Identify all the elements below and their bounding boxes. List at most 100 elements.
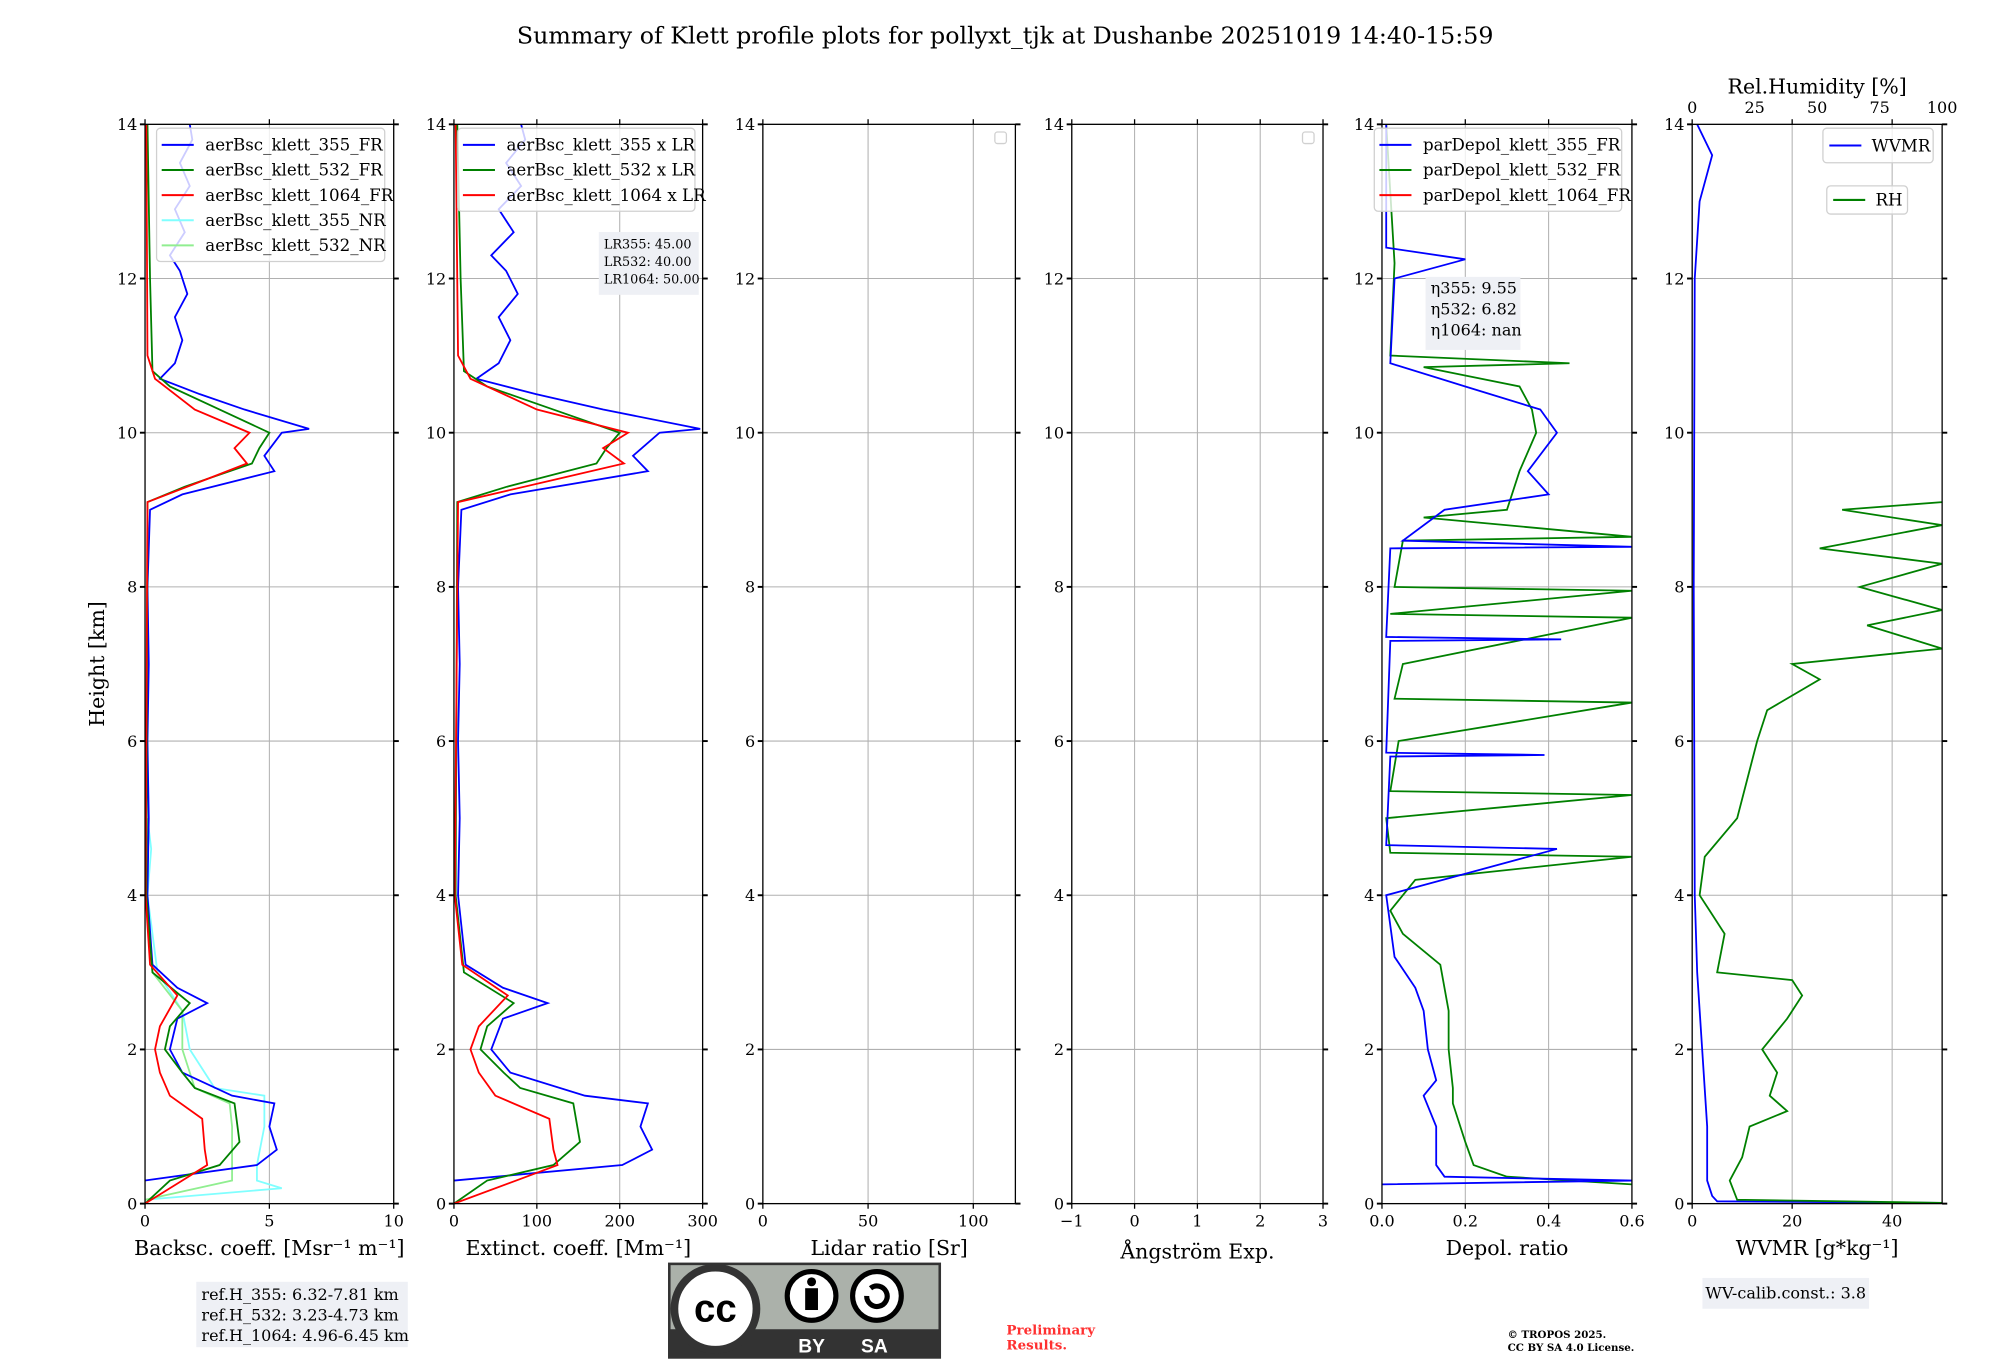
y-tick-label: 12 [1664,269,1684,288]
y-tick-label: 12 [117,269,137,288]
y-tick-label: 6 [1364,732,1374,751]
top-x-tick-label: 25 [1744,98,1764,117]
x-tick-label: 5 [264,1212,274,1231]
by-label: BY [798,1336,825,1357]
cc-text: cc [694,1288,737,1331]
y-tick-label: 10 [735,423,755,442]
y-tick-label: 10 [1354,423,1374,442]
panel-lidar-ratio: 0 50 100 0 2 4 6 8 10 12 14 Lidar ratio [Sr] [735,115,1021,1260]
series-line-pardepol-klett-355-fr [1381,124,1632,1186]
x-tick-label: 40 [1882,1212,1902,1231]
legend-label: parDepol_klett_1064_FR [1423,186,1631,205]
wv-calib-const: WV-calib.const.: 3.8 [1705,1283,1866,1302]
x-tick-label: 10 [384,1212,404,1231]
y-tick-label: 14 [426,115,446,134]
panel-extinction: 0 100 200 300 0 2 4 6 8 10 12 14 Extinct. coeff. [Mm… [426,115,718,1260]
series-line-aerbsc-klett-355-nr [144,818,283,1201]
y-tick-label: 4 [127,886,137,905]
x-axis-label: Backsc. coeff. [Msr⁻¹ m⁻¹] [134,1236,404,1260]
y-tick-label: 8 [436,578,446,597]
legend-rh: RH [1826,185,1909,215]
x-tick-label: −1 [1060,1212,1084,1231]
x-axis-label: Ångström Exp. [1119,1239,1274,1264]
series-line-aerbsc-klett-1064-fr [144,124,252,1205]
copyright-note: © TROPOS 2025. CC BY SA 4.0 License. [1508,1329,1635,1354]
y-tick-label: 10 [1664,423,1684,442]
y-tick-label: 2 [1674,1040,1684,1059]
legend-label: WVMR [1872,136,1931,155]
x-tick-label: 100 [522,1212,553,1231]
legend-label: aerBsc_klett_355_FR [205,136,383,155]
y-tick-label: 0 [1674,1194,1684,1213]
y-tick-label: 10 [117,423,137,442]
x-tick-label: 100 [958,1212,989,1231]
y-tick-label: 6 [436,732,446,751]
ref-heights-box: ref.H_355: 6.32-7.81 km ref.H_532: 3.23-… [196,1281,409,1348]
x-tick-label: 300 [687,1212,718,1231]
y-tick-label: 10 [1044,423,1064,442]
preliminary-line-2: Results. [1006,1338,1067,1354]
y-tick-label: 6 [127,732,137,751]
empty-legend [994,131,1008,145]
x-tick-label: 0 [758,1212,768,1231]
legend: parDepol_klett_355_FR parDepol_klett_532_… [1373,127,1631,212]
x-tick-label: 0 [140,1212,150,1231]
y-tick-label: 14 [117,115,137,134]
x-axis-label: Depol. ratio [1446,1236,1569,1260]
copyright-line-1: © TROPOS 2025. [1508,1329,1607,1341]
y-tick-label: 2 [127,1040,137,1059]
annotation-line: η532: 6.82 [1431,299,1517,318]
y-tick-label: 4 [436,886,446,905]
x-tick-label: 0.0 [1369,1212,1394,1231]
legend-label: aerBsc_klett_532_FR [205,161,383,180]
y-tick-label: 14 [1664,115,1684,134]
ref-height-355: ref.H_355: 6.32-7.81 km [201,1285,398,1304]
share-alike-icon [850,1268,904,1323]
series-line-pardepol-klett-532-fr [1385,124,1633,1186]
x-tick-label: 0.2 [1453,1212,1478,1231]
y-tick-label: 4 [1364,886,1374,905]
legend-label: aerBsc_klett_1064 x LR [507,186,707,205]
annotation-line: LR355: 45.00 [604,238,692,253]
y-tick-label: 2 [1364,1040,1374,1059]
series-line-aerbsc-klett-532-nr [144,818,233,1201]
annotation-line: LR1064: 50.00 [604,273,700,288]
panel-wvmr: 0 20 40 0 2 4 6 8 10 12 14 WVMR [g*kg⁻¹] 0 25 50 75 100 R… [1664,75,1957,1260]
legend: aerBsc_klett_355_FR aerBsc_klett_532_FRae… [155,127,394,263]
x-tick-label: 0.4 [1536,1212,1561,1231]
legend-label: RH [1875,191,1902,210]
y-tick-label: 10 [426,423,446,442]
x-tick-label: 0 [449,1212,459,1231]
ref-height-1064: ref.H_1064: 4.96-6.45 km [201,1326,409,1345]
x-axis-label: Lidar ratio [Sr] [810,1236,967,1260]
preliminary-note: Preliminary Results. [1006,1322,1096,1353]
y-tick-label: 8 [745,578,755,597]
copyright-line-2: CC BY SA 4.0 License. [1508,1342,1635,1354]
y-tick-label: 4 [745,886,755,905]
y-tick-label: 4 [1054,886,1064,905]
x-tick-label: 1 [1192,1212,1202,1231]
legend-label: aerBsc_klett_532 x LR [507,161,696,180]
panel-depol: 0.0 0.2 0.4 0.6 0 2 4 6 8 10 12 14 Depol. ratio parDe… [1354,115,1645,1260]
legend: aerBsc_klett_355 x LR aerBsc_klett_532 x … [457,127,707,212]
legend-label: parDepol_klett_532_FR [1423,161,1621,180]
y-tick-label: 4 [1674,886,1684,905]
y-tick-label: 12 [426,269,446,288]
axes-frame [1381,123,1633,1205]
y-tick-label: 6 [1674,732,1684,751]
x-tick-label: 20 [1782,1212,1802,1231]
legend-label: aerBsc_klett_355_NR [205,211,386,230]
top-x-tick-label: 50 [1807,98,1827,117]
x-axis-label: WVMR [g*kg⁻¹] [1736,1236,1899,1260]
y-tick-label: 12 [735,269,755,288]
x-tick-label: 0.6 [1619,1212,1644,1231]
y-tick-label: 14 [1354,115,1374,134]
legend-label: aerBsc_klett_532_NR [205,236,386,255]
y-tick-label: 2 [745,1040,755,1059]
y-tick-label: 6 [745,732,755,751]
y-tick-label: 12 [1354,269,1374,288]
y-axis-label: Height [km] [85,601,109,727]
cc-icon [670,1263,761,1354]
ref-height-532: ref.H_532: 3.23-4.73 km [201,1305,398,1324]
